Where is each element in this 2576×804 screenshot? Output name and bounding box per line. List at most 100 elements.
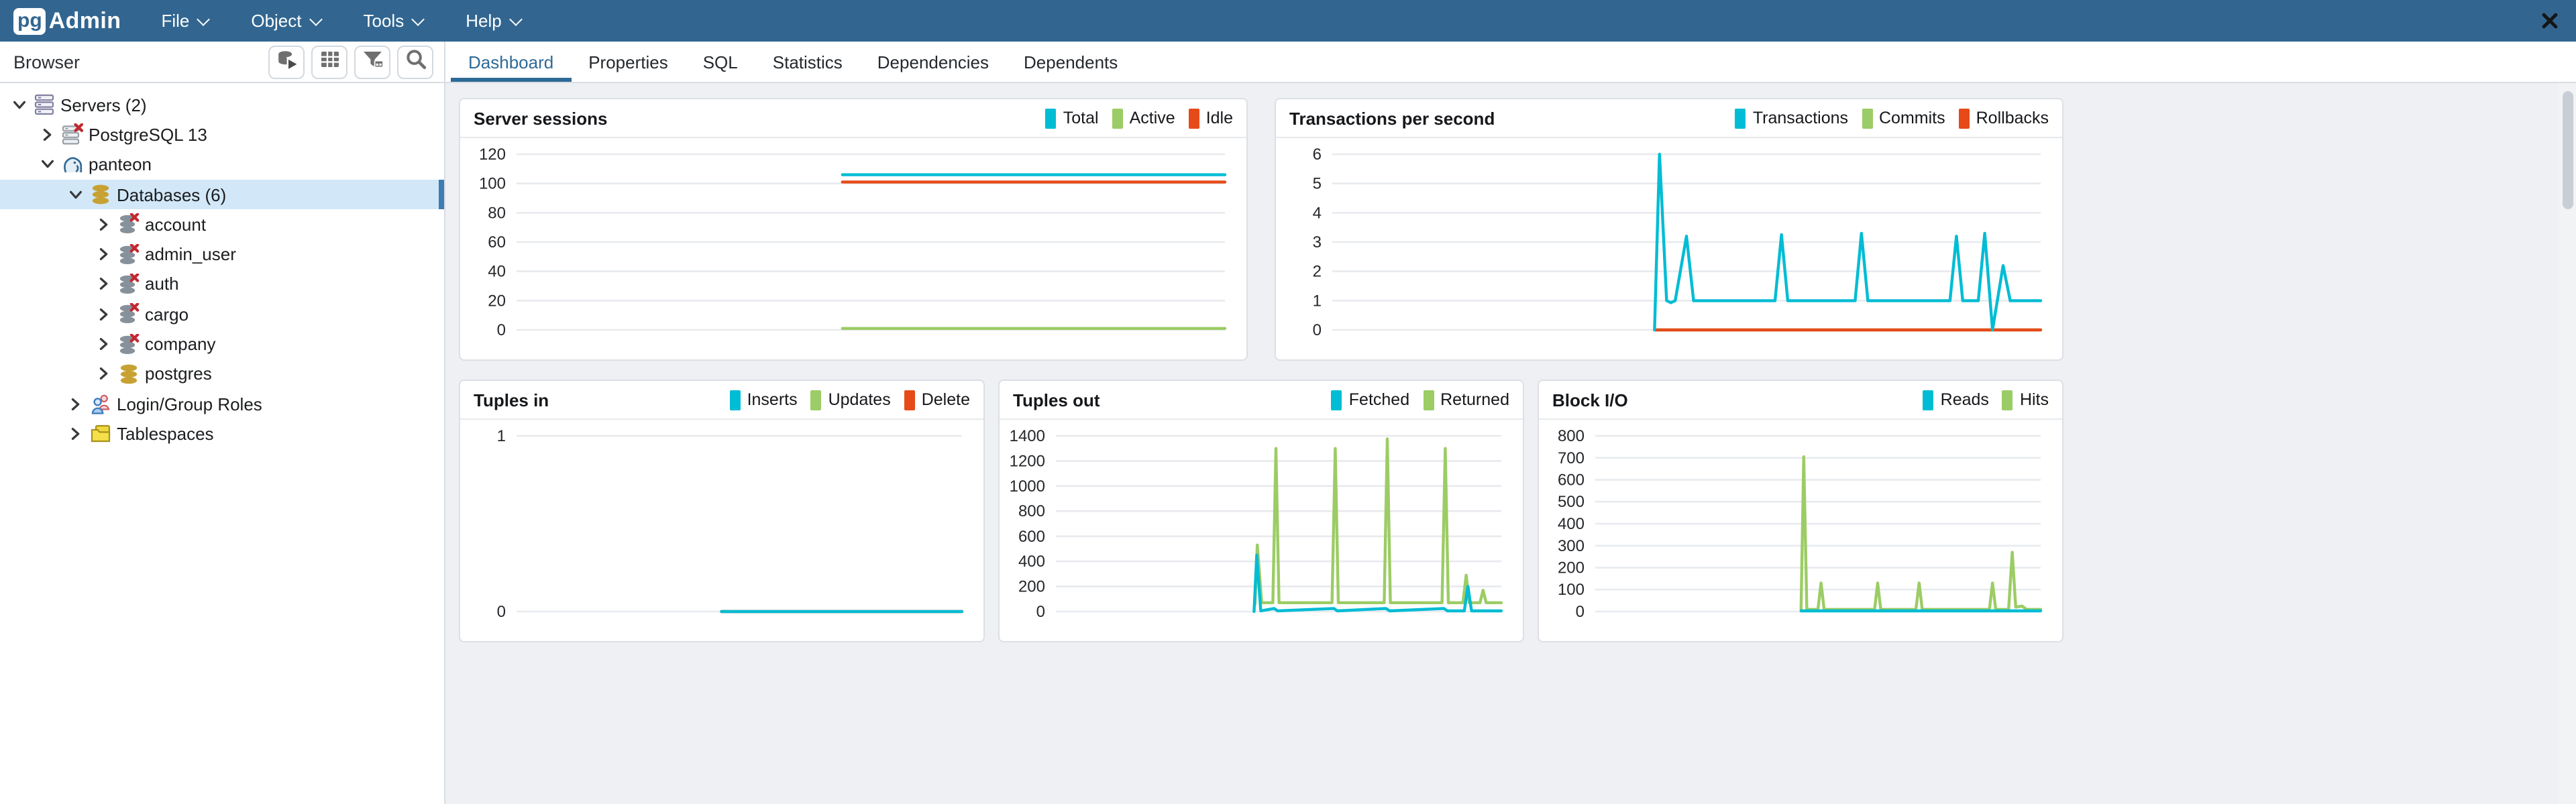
tree-item-label: Tablespaces <box>117 423 214 444</box>
chevron-right-icon[interactable] <box>95 335 113 353</box>
chevron-right-icon[interactable] <box>67 425 85 443</box>
tree-item-servers-2[interactable]: Servers (2) <box>0 90 444 120</box>
card-transactions-per-second: Transactions per second Transactions Comm… <box>1275 98 2063 361</box>
chevron-right-icon[interactable] <box>95 276 113 293</box>
svg-text:1: 1 <box>1313 292 1322 310</box>
chevron-down-icon[interactable] <box>67 186 85 203</box>
chevron-right-icon[interactable] <box>95 365 113 383</box>
tree-item-databases-6[interactable]: Databases (6) <box>0 179 444 210</box>
tree-item-label: Servers (2) <box>60 95 147 115</box>
chevron-down-icon[interactable] <box>11 96 28 113</box>
tree-item-postgres[interactable]: postgres <box>0 359 444 389</box>
legend-item-updates: Updates <box>810 390 891 410</box>
chart-title: Server sessions <box>474 108 608 128</box>
db-gold-icon <box>118 363 140 385</box>
legend-swatch <box>1112 108 1123 128</box>
scrollbar-thumb[interactable] <box>2562 91 2573 209</box>
menu-label: Tools <box>363 11 405 31</box>
chevron-down-icon[interactable] <box>39 156 56 173</box>
svg-text:5: 5 <box>1313 175 1322 193</box>
tree-item-tablespaces[interactable]: Tablespaces <box>0 419 444 449</box>
panel-divider[interactable] <box>444 42 445 804</box>
chart-legend: Total Active Idle <box>1045 108 1233 128</box>
legend-swatch <box>729 390 741 410</box>
legend-label: Reads <box>1940 390 1989 409</box>
tree-item-label: account <box>145 214 207 235</box>
legend-swatch <box>1735 108 1746 128</box>
dashboard-panel: Server sessions Total Active Idle 0 20 40 60 8… <box>445 83 2576 804</box>
legend-item-idle: Idle <box>1188 108 1233 128</box>
tree-item-account[interactable]: account <box>0 209 444 239</box>
legend-label: Active <box>1129 109 1175 127</box>
menu-tools[interactable]: Tools <box>363 11 425 31</box>
legend-item-delete: Delete <box>904 390 970 410</box>
top-navbar: pg Admin File Object Tools Help <box>0 0 2576 42</box>
menu-object[interactable]: Object <box>251 11 323 31</box>
toolbar-button-filter[interactable] <box>354 45 390 78</box>
legend-label: Commits <box>1879 109 1945 127</box>
legend-swatch <box>1423 390 1434 410</box>
menu-help[interactable]: Help <box>466 11 523 31</box>
chart-title: Tuples out <box>1013 390 1100 410</box>
toolbar-button-database[interactable] <box>268 45 305 78</box>
chart-plot: 0 100 200 300 400 500 600 700 800 <box>1539 420 2062 641</box>
svg-text:0: 0 <box>1313 321 1322 339</box>
legend-item-hits: Hits <box>2002 390 2049 410</box>
legend-item-reads: Reads <box>1923 390 1989 410</box>
svg-text:60: 60 <box>488 233 506 251</box>
legend-swatch <box>2002 390 2013 410</box>
chart-canvas: 0 20 40 60 80 100 120 <box>479 146 1227 339</box>
tree-item-auth[interactable]: auth <box>0 270 444 300</box>
search-icon <box>405 48 426 76</box>
tab-statistics[interactable]: Statistics <box>772 52 843 72</box>
tree-item-admin-user[interactable]: admin_user <box>0 239 444 270</box>
card-server-sessions: Server sessions Total Active Idle 0 20 40 60 8… <box>459 98 1248 361</box>
series-fetched <box>1252 553 1503 614</box>
legend-item-active: Active <box>1112 108 1175 128</box>
legend-label: Idle <box>1205 109 1233 127</box>
tree-item-panteon[interactable]: panteon <box>0 150 444 180</box>
svg-text:6: 6 <box>1313 146 1322 164</box>
card-tuples-out: Tuples out Fetched Returned 0 200 400 600 800… <box>998 380 1524 642</box>
browser-panel-header: Browser <box>0 42 444 83</box>
folder-icon <box>90 423 111 445</box>
tree-item-company[interactable]: company <box>0 329 444 359</box>
svg-text:1400: 1400 <box>1010 427 1045 445</box>
svg-text:0: 0 <box>1036 603 1045 621</box>
tab-dependents[interactable]: Dependents <box>1024 52 1118 72</box>
db-gray-x-icon <box>118 333 140 355</box>
tree-item-login-group-roles[interactable]: Login/Group Roles <box>0 389 444 419</box>
tree-item-postgresql-13[interactable]: PostgreSQL 13 <box>0 120 444 150</box>
tree-item-cargo[interactable]: cargo <box>0 299 444 329</box>
scrollbar-track[interactable] <box>2559 83 2576 804</box>
tree-item-label: admin_user <box>145 244 236 265</box>
chart-canvas: 01 <box>497 427 964 621</box>
chevron-right-icon[interactable] <box>95 305 113 323</box>
menu-label: Object <box>251 11 302 31</box>
close-panel-button[interactable] <box>2540 11 2559 30</box>
card-block-io: Block I/O Reads Hits 0 100 200 300 400 500 600 7… <box>1538 380 2063 642</box>
tab-dashboard[interactable]: Dashboard <box>451 42 571 82</box>
legend-swatch <box>1958 108 1970 128</box>
legend-item-inserts: Inserts <box>729 390 798 410</box>
toolbar-button-search[interactable] <box>397 45 433 78</box>
chevron-right-icon[interactable] <box>95 216 113 233</box>
svg-text:200: 200 <box>1558 559 1585 577</box>
legend-item-rollbacks: Rollbacks <box>1958 108 2049 128</box>
menu-file[interactable]: File <box>161 11 211 31</box>
chevron-right-icon[interactable] <box>67 395 85 412</box>
tree-item-label: cargo <box>145 304 189 325</box>
chart-canvas: 0 1 2 3 4 5 6 <box>1313 146 2043 339</box>
legend-item-transactions: Transactions <box>1735 108 1848 128</box>
toolbar-button-grid[interactable] <box>311 45 347 78</box>
tab-sql[interactable]: SQL <box>702 52 738 72</box>
chevron-right-icon[interactable] <box>95 245 113 263</box>
database-connect-icon <box>276 48 297 76</box>
chevron-right-icon[interactable] <box>39 126 56 143</box>
tab-properties[interactable]: Properties <box>588 52 668 72</box>
legend-label: Returned <box>1440 390 1509 409</box>
tab-dependencies[interactable]: Dependencies <box>877 52 989 72</box>
chart-legend: Fetched Returned <box>1331 390 1509 410</box>
